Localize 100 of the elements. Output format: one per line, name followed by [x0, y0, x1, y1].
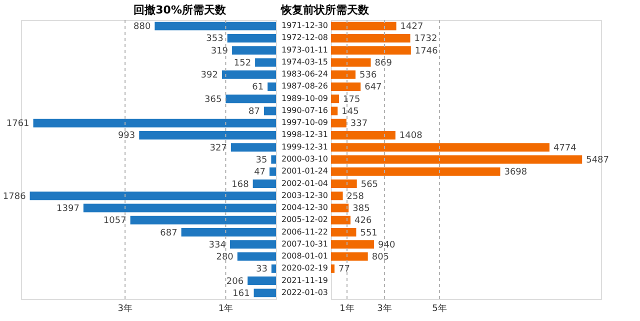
y-tick-label: 1974-03-15 — [282, 57, 328, 66]
data-label: 385 — [352, 204, 370, 214]
bar — [254, 288, 276, 298]
data-label: 365 — [204, 94, 222, 105]
chart-title: 回撤30%所需天数 — [134, 4, 227, 16]
data-label: 87 — [248, 106, 260, 117]
bar — [30, 192, 276, 200]
data-label: 565 — [360, 180, 378, 190]
data-label: 175 — [343, 94, 360, 105]
bar — [227, 34, 276, 42]
y-tick-label: 1973-01-11 — [282, 45, 328, 54]
bar — [230, 240, 276, 249]
bar — [154, 22, 276, 30]
bar — [331, 106, 338, 116]
bar — [331, 82, 361, 91]
bar — [226, 94, 276, 104]
bar — [331, 46, 411, 55]
y-tick-label: 1971-12-30 — [282, 21, 328, 30]
bar — [331, 22, 396, 30]
bar — [331, 118, 346, 128]
bar — [331, 180, 357, 188]
y-tick-label: 1987-08-26 — [282, 82, 328, 91]
bar — [270, 167, 276, 176]
y-tick-label: 2005-12-02 — [282, 215, 328, 224]
bar — [232, 46, 276, 55]
bar — [33, 118, 276, 128]
y-tick-label: 2008-01-01 — [282, 252, 328, 261]
bar — [237, 252, 276, 261]
bar — [331, 155, 582, 164]
bar — [230, 143, 276, 152]
bar — [248, 276, 276, 286]
bar — [331, 216, 350, 224]
ref-line-label: 5年 — [432, 303, 447, 314]
y-tick-label: 2003-12-30 — [282, 190, 328, 200]
data-label: 77 — [338, 264, 350, 275]
bar — [331, 167, 500, 176]
data-label: 940 — [378, 240, 396, 250]
y-tick-label: 2006-11-22 — [282, 227, 328, 236]
data-label: 33 — [256, 264, 268, 275]
ref-line-label: 3年 — [118, 303, 132, 314]
data-label: 61 — [252, 82, 264, 93]
y-tick-label: 2004-12-30 — [282, 203, 328, 212]
bar — [264, 106, 276, 116]
data-label: 280 — [216, 252, 234, 263]
data-label: 647 — [364, 82, 382, 93]
ref-line-label: 1年 — [340, 303, 354, 314]
bar — [331, 143, 550, 152]
data-label: 337 — [350, 119, 368, 130]
data-label: 392 — [200, 70, 218, 81]
y-tick-label: 2002-01-04 — [282, 178, 328, 188]
bar — [271, 264, 276, 273]
y-tick-label: 2001-01-24 — [282, 166, 328, 176]
data-label: 1732 — [414, 34, 438, 44]
bar — [130, 216, 276, 224]
ref-line-label: 1年 — [218, 303, 234, 314]
y-tick-label: 2007-10-31 — [282, 239, 328, 248]
y-tick-label: 2000-03-10 — [282, 154, 328, 164]
data-label: 869 — [374, 58, 392, 68]
data-label: 3698 — [504, 168, 528, 178]
data-label: 161 — [232, 288, 250, 299]
bar — [255, 58, 276, 67]
data-label: 880 — [134, 22, 151, 32]
y-tick-label: 1997-10-09 — [282, 118, 328, 128]
y-tick-label: 1989-10-09 — [282, 94, 328, 103]
y-tick-label: 1983-06-24 — [282, 70, 328, 79]
data-label: 319 — [210, 46, 228, 56]
bar — [331, 240, 374, 249]
data-label: 1786 — [2, 192, 26, 202]
y-tick-label: 1990-07-16 — [282, 106, 328, 115]
y-tick-label: 1972-12-08 — [282, 33, 328, 42]
bar — [83, 204, 276, 212]
data-label: 47 — [254, 168, 266, 178]
data-label: 5487 — [586, 156, 610, 166]
data-label: 426 — [354, 216, 372, 226]
data-label: 1408 — [399, 131, 423, 142]
data-label: 1057 — [103, 216, 126, 226]
data-label: 1746 — [414, 46, 438, 56]
bar — [222, 70, 276, 79]
data-label: 551 — [360, 228, 378, 238]
data-label: 35 — [256, 156, 268, 166]
y-tick-label: 2022-01-03 — [282, 288, 328, 297]
data-label: 152 — [234, 58, 252, 68]
bar — [181, 228, 276, 237]
data-label: 1397 — [56, 204, 80, 214]
data-label: 327 — [210, 143, 227, 154]
bar — [252, 180, 276, 188]
bar — [331, 34, 410, 42]
ref-line-label: 3年 — [377, 303, 392, 314]
bar — [139, 130, 276, 140]
chart-title: 恢复前状所需天数 — [280, 4, 370, 16]
bar — [331, 264, 335, 273]
bar — [331, 252, 368, 261]
data-label: 1761 — [6, 119, 30, 130]
data-label: 4774 — [553, 143, 577, 154]
y-tick-label: 2020-02-19 — [282, 264, 328, 273]
y-tick-label: 1998-12-31 — [282, 130, 328, 140]
bar — [331, 204, 349, 212]
bar — [331, 94, 340, 104]
data-label: 334 — [208, 240, 226, 250]
bar — [331, 70, 356, 79]
